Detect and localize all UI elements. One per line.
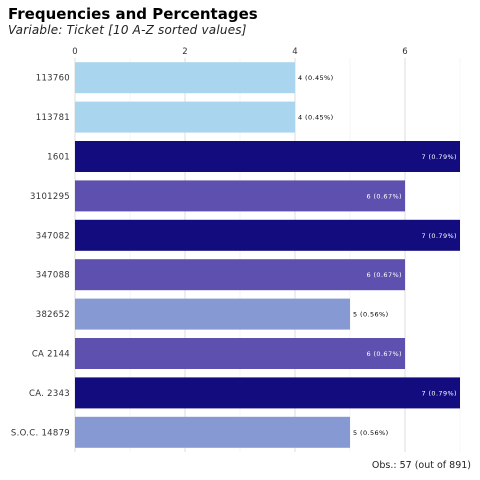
bar [75,141,460,172]
y-category-label: S.O.C. 14879 [11,428,70,438]
bar-data-label: 5 (0.56%) [353,429,389,437]
bar-data-label: 5 (0.56%) [353,311,389,319]
y-category-label: 1601 [47,153,70,163]
bar-data-label: 6 (0.67%) [366,350,402,358]
bar [75,259,405,291]
bar [75,180,405,212]
y-category-label: CA. 2343 [29,389,70,399]
x-tick-label: 0 [72,47,77,57]
x-tick-label: 4 [292,47,297,57]
chart-subtitle: Variable: Ticket [10 A-Z sorted values] [8,23,247,37]
chart-caption: Obs.: 57 (out of 891) [371,460,471,471]
bar [75,219,460,251]
bar [75,62,295,94]
y-category-label: CA 2144 [32,350,70,360]
bar [75,101,295,133]
y-category-label: 113781 [36,113,70,123]
bar [75,298,350,330]
y-category-label: 347082 [36,231,70,241]
bar-data-label: 4 (0.45%) [298,114,334,122]
y-category-label: 347088 [36,271,70,281]
bar-data-label: 7 (0.79%) [421,389,457,397]
bar-data-label: 7 (0.79%) [421,232,457,240]
bar [75,416,350,448]
x-tick-label: 2 [182,47,187,57]
y-category-label: 3101295 [30,192,70,202]
bar-data-label: 4 (0.45%) [298,74,334,82]
bar-data-label: 6 (0.67%) [366,192,402,200]
bar-data-label: 6 (0.67%) [366,271,402,279]
bar-data-label: 7 (0.79%) [421,153,457,161]
bar [75,377,460,409]
bar [75,338,405,369]
chart-title: Frequencies and Percentages [8,5,258,23]
y-category-label: 382652 [36,310,70,320]
x-tick-label: 6 [402,47,407,57]
y-category-label: 113760 [36,74,70,84]
